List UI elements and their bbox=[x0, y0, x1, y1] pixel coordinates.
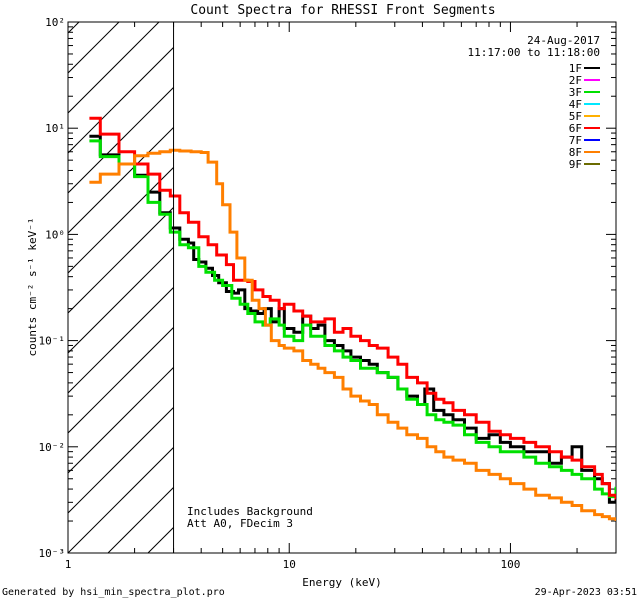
y-tick-label: 10⁻³ bbox=[39, 547, 66, 560]
x-tick-label: 100 bbox=[501, 558, 521, 571]
chart-title: Count Spectra for RHESSI Front Segments bbox=[190, 3, 495, 18]
series-line-8F bbox=[89, 148, 616, 521]
hatch-line bbox=[68, 286, 174, 394]
annotation-attenuator: Att A0, FDecim 3 bbox=[187, 517, 293, 530]
legend-label-1F: 1F bbox=[569, 62, 582, 75]
series-line-3F bbox=[89, 139, 616, 499]
x-tick-label: 1 bbox=[65, 558, 72, 571]
annotation-background: Includes Background bbox=[187, 505, 313, 518]
series-group bbox=[89, 116, 616, 521]
legend-label-6F: 6F bbox=[569, 122, 582, 135]
legend-label-7F: 7F bbox=[569, 134, 582, 147]
legend-label-8F: 8F bbox=[569, 146, 582, 159]
hatch-line bbox=[68, 326, 174, 434]
hatch-line bbox=[0, 0, 108, 553]
hatch-line bbox=[68, 446, 174, 553]
hatch-line bbox=[68, 22, 80, 34]
hatch-line bbox=[68, 406, 174, 514]
hatch-line bbox=[68, 206, 174, 314]
hatch-line bbox=[68, 366, 174, 474]
x-axis: 1 10 100 bbox=[65, 22, 617, 571]
background-hatched-region bbox=[0, 0, 174, 553]
series-line-6F bbox=[89, 116, 616, 500]
x-axis-label: Energy (keV) bbox=[302, 576, 381, 589]
plot-area bbox=[67, 21, 617, 554]
y-tick-label: 10⁰ bbox=[45, 228, 65, 241]
legend-label-4F: 4F bbox=[569, 98, 582, 111]
y-tick-label: 10⁻² bbox=[39, 441, 66, 454]
hatch-line bbox=[68, 86, 174, 194]
legend-label-9F: 9F bbox=[569, 158, 582, 171]
y-axis: 10⁻³ 10⁻² 10⁻¹ 10⁰ 10¹ 10² bbox=[39, 16, 616, 560]
hatch-line bbox=[68, 166, 174, 274]
y-tick-label: 10¹ bbox=[45, 122, 65, 135]
generated-by-label: Generated by hsi_min_spectra_plot.pro bbox=[2, 587, 225, 598]
y-tick-label: 10⁻¹ bbox=[39, 335, 66, 348]
legend-label-5F: 5F bbox=[569, 110, 582, 123]
y-axis-label: counts cm⁻² s⁻¹ keV⁻¹ bbox=[26, 217, 39, 356]
hatch-line bbox=[68, 22, 160, 114]
x-tick-label: 10 bbox=[283, 558, 296, 571]
footer-timestamp: 29-Apr-2023 03:51 bbox=[535, 587, 637, 598]
time-range-label: 11:17:00 to 11:18:00 bbox=[468, 46, 600, 59]
legend-label-2F: 2F bbox=[569, 74, 582, 87]
hatch-line bbox=[68, 46, 174, 154]
date-label: 24-Aug-2017 bbox=[527, 34, 600, 47]
legend-label-3F: 3F bbox=[569, 86, 582, 99]
hatch-line bbox=[68, 246, 174, 354]
y-tick-label: 10² bbox=[45, 16, 65, 29]
hatch-line bbox=[68, 22, 120, 74]
